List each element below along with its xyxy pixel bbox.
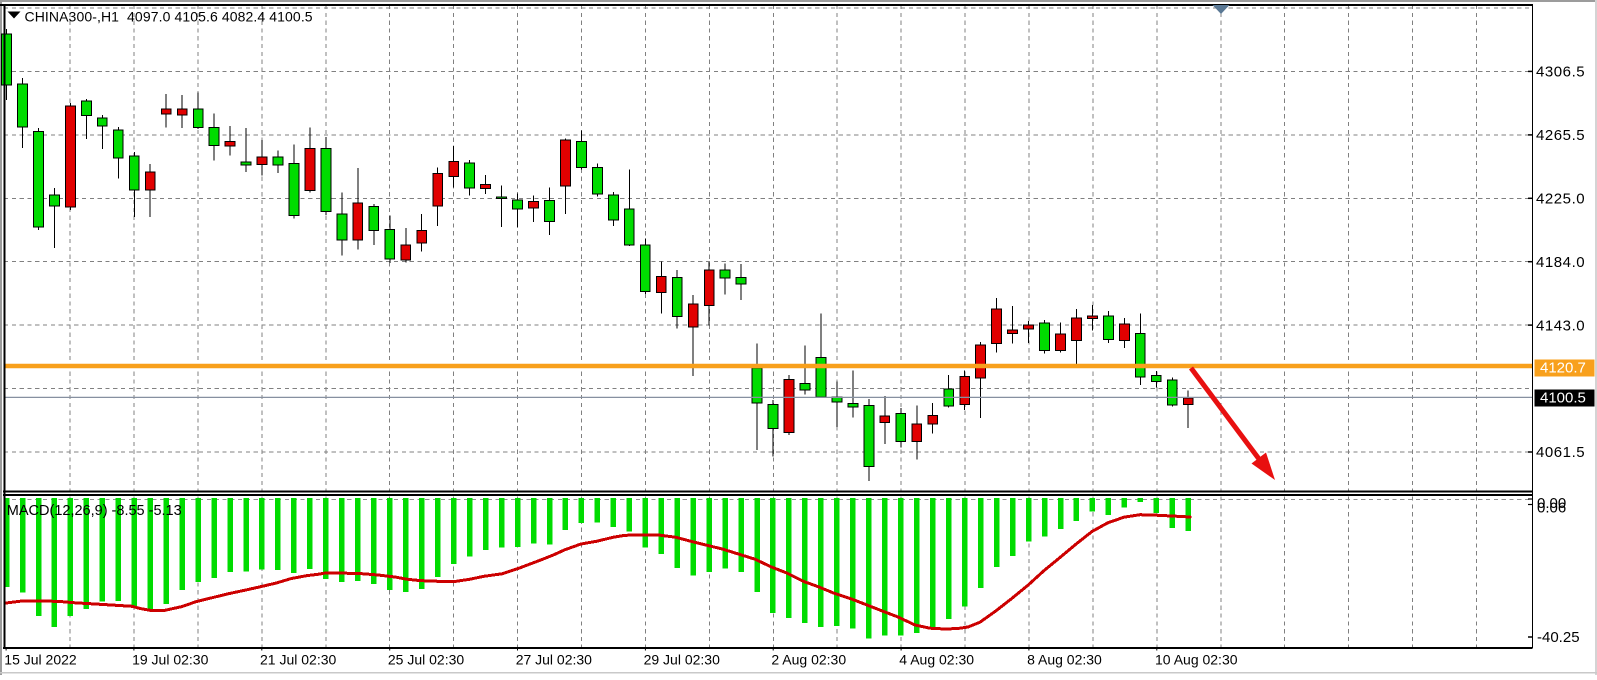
svg-text:4100.5: 4100.5 — [1540, 390, 1586, 407]
svg-text:21 Jul 02:30: 21 Jul 02:30 — [260, 651, 336, 667]
svg-text:4225.0: 4225.0 — [1536, 191, 1585, 208]
svg-text:MACD(12,26,9) -8.55 -5.13: MACD(12,26,9) -8.55 -5.13 — [7, 503, 182, 519]
svg-text:0.06: 0.06 — [1537, 500, 1566, 517]
svg-text:27 Jul 02:30: 27 Jul 02:30 — [516, 651, 592, 667]
svg-text:-40.25: -40.25 — [1537, 629, 1580, 646]
svg-text:15 Jul 2022: 15 Jul 2022 — [4, 651, 77, 667]
svg-text:29 Jul 02:30: 29 Jul 02:30 — [644, 651, 720, 667]
svg-text:4120.7: 4120.7 — [1540, 360, 1586, 377]
svg-text:8 Aug 02:30: 8 Aug 02:30 — [1027, 651, 1102, 667]
svg-text:4061.5: 4061.5 — [1536, 444, 1585, 461]
svg-text:4143.0: 4143.0 — [1536, 317, 1585, 334]
svg-text:4184.0: 4184.0 — [1536, 254, 1585, 271]
svg-text:2 Aug 02:30: 2 Aug 02:30 — [771, 651, 846, 667]
svg-text:CHINA300-,H1 4097.0 4105.6 40: CHINA300-,H1 4097.0 4105.6 4082.4 4100.5 — [25, 8, 313, 24]
svg-text:4306.5: 4306.5 — [1536, 64, 1585, 81]
svg-text:19 Jul 02:30: 19 Jul 02:30 — [132, 651, 208, 667]
svg-text:4265.5: 4265.5 — [1536, 127, 1585, 144]
svg-text:10 Aug 02:30: 10 Aug 02:30 — [1155, 651, 1238, 667]
svg-text:0.00: 0.00 — [1537, 495, 1566, 512]
svg-text:25 Jul 02:30: 25 Jul 02:30 — [388, 651, 464, 667]
svg-text:4 Aug 02:30: 4 Aug 02:30 — [899, 651, 974, 667]
